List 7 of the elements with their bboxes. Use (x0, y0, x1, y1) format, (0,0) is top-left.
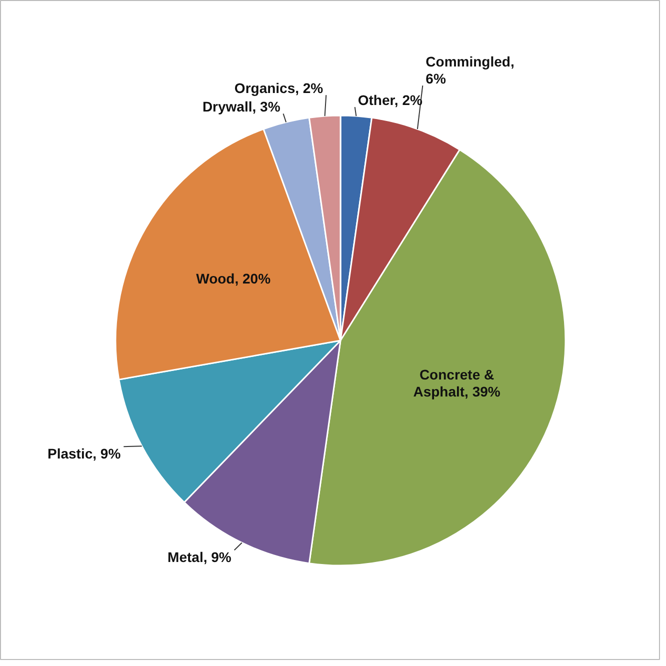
slice-label: Wood, 20% (196, 270, 272, 287)
slice-label: Plastic, 9% (47, 446, 122, 462)
slice-label: Concrete & Asphalt, 39% (413, 366, 501, 400)
slice-label: Metal, 9% (168, 549, 232, 566)
slice-label: Commingled, 6% (426, 54, 514, 87)
slice-label: Drywall, 3% (202, 98, 281, 115)
slice-label: Organics, 2% (234, 80, 324, 96)
